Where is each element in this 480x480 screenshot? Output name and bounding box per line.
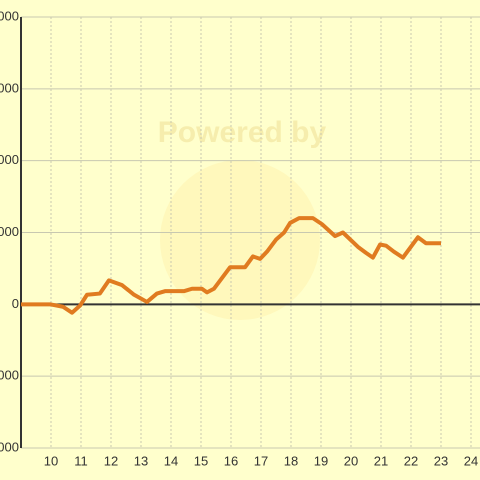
y-tick-label: 0 (12, 296, 19, 311)
y-tick-label: 9,000 (0, 80, 19, 95)
x-tick-label: 18 (284, 453, 298, 468)
x-tick-label: 24 (464, 453, 478, 468)
y-tick-label: 6,000 (0, 152, 19, 167)
x-tick-label: 16 (224, 453, 238, 468)
x-tick-label: 12 (104, 453, 118, 468)
x-tick-label: 20 (344, 453, 358, 468)
watermark: Powered by (158, 116, 327, 149)
x-tick-label: 23 (434, 453, 448, 468)
y-tick-label: -3,000 (0, 368, 19, 383)
y-tick-label: 3,000 (0, 224, 19, 239)
y-tick-label: -6,000 (0, 439, 19, 454)
watermark-logo (160, 160, 320, 320)
x-tick-label: 13 (134, 453, 148, 468)
y-tick-label: 12,000 (0, 8, 19, 23)
x-tick-label: 17 (254, 453, 268, 468)
x-tick-label: 19 (314, 453, 328, 468)
x-tick-label: 10 (44, 453, 58, 468)
x-tick-label: 22 (404, 453, 418, 468)
x-tick-label: 11 (74, 453, 88, 468)
data-line (21, 216, 441, 315)
x-tick-label: 21 (374, 453, 388, 468)
x-tick-label: 15 (194, 453, 208, 468)
x-tick-label: 14 (164, 453, 178, 468)
